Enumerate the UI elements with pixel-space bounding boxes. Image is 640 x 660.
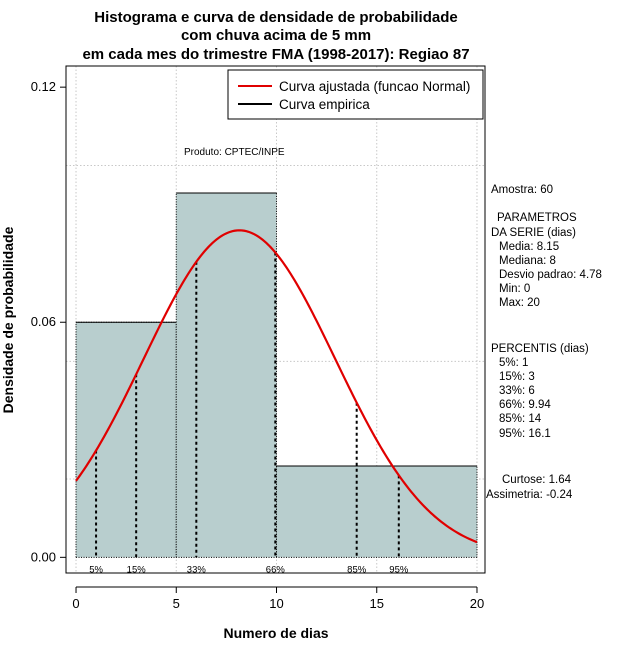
percentile-85: 85%: 14	[499, 413, 542, 425]
y-tick-label-0: 0.00	[31, 549, 56, 564]
percentile-label-0: 5%	[89, 564, 103, 575]
x-tick-label-0: 0	[72, 596, 79, 611]
density-curve	[75, 229, 478, 544]
normal-fit-curve	[75, 229, 478, 544]
params-title-2: DA SERIE (dias)	[491, 227, 576, 239]
percentile-95: 95%: 16.1	[499, 428, 551, 440]
x-tick-label-3: 15	[370, 596, 384, 611]
histogram-bar-0	[76, 322, 177, 558]
param-median: Mediana: 8	[499, 255, 556, 267]
legend-box	[227, 69, 484, 120]
histogram-bars	[75, 192, 478, 558]
param-mean: Media: 8.15	[499, 241, 559, 253]
y-axis-title: Densidade de probabilidade	[0, 226, 16, 413]
param-min: Min: 0	[499, 283, 530, 295]
histogram-bar-2	[276, 466, 477, 558]
x-tick-label-4: 20	[470, 596, 484, 611]
legend: Curva ajustada (funcao Normal) Curva emp…	[227, 69, 484, 120]
kurtosis: Curtose: 1.64	[502, 474, 572, 486]
param-max: Max: 20	[499, 297, 540, 309]
chart-title-line-1: Histograma e curva de densidade de proba…	[94, 9, 457, 26]
product-label: Produto: CPTEC/INPE	[184, 147, 285, 158]
x-tick-label-2: 10	[269, 596, 283, 611]
percentile-66: 66%: 9.94	[499, 399, 551, 411]
percentiles-title: PERCENTIS (dias)	[491, 343, 589, 355]
percentile-label-4: 85%	[347, 564, 367, 575]
params-title-1: PARAMETROS	[497, 212, 577, 224]
skewness: Assimetria: -0.24	[486, 489, 573, 501]
histogram-bar-outline-2	[276, 465, 478, 558]
percentile-15: 15%: 3	[499, 371, 535, 383]
x-tick-label-1: 5	[173, 596, 180, 611]
y-tick-label-2: 0.12	[31, 79, 56, 94]
param-sd: Desvio padrao: 4.78	[499, 269, 602, 281]
percentile-33: 33%: 6	[499, 385, 535, 397]
percentile-label-3: 66%	[266, 564, 286, 575]
percentile-5: 5%: 1	[499, 357, 528, 369]
histogram-bar-1	[176, 192, 277, 558]
y-tick-label-1: 0.06	[31, 314, 56, 329]
percentile-label-2: 33%	[187, 564, 207, 575]
plot-frame	[65, 65, 486, 574]
statistics-panel: Amostra: 60 PARAMETROS DA SERIE (dias) M…	[486, 184, 602, 501]
chart-title-line-3: em cada mes do trimestre FMA (1998-2017)…	[82, 46, 469, 63]
percentile-label-5: 95%	[389, 564, 409, 575]
chart-title-line-2: com chuva acima de 5 mm	[181, 27, 371, 44]
legend-label-empirical-curve: Curva empirica	[279, 97, 370, 112]
legend-label-fitted-curve: Curva ajustada (funcao Normal)	[279, 79, 470, 94]
x-axis-title: Numero de dias	[223, 625, 328, 641]
percentile-label-1: 15%	[127, 564, 147, 575]
sample-size: Amostra: 60	[491, 184, 553, 196]
percentile-lines: 5% 15% 33% 66% 85% 95%	[89, 252, 409, 575]
